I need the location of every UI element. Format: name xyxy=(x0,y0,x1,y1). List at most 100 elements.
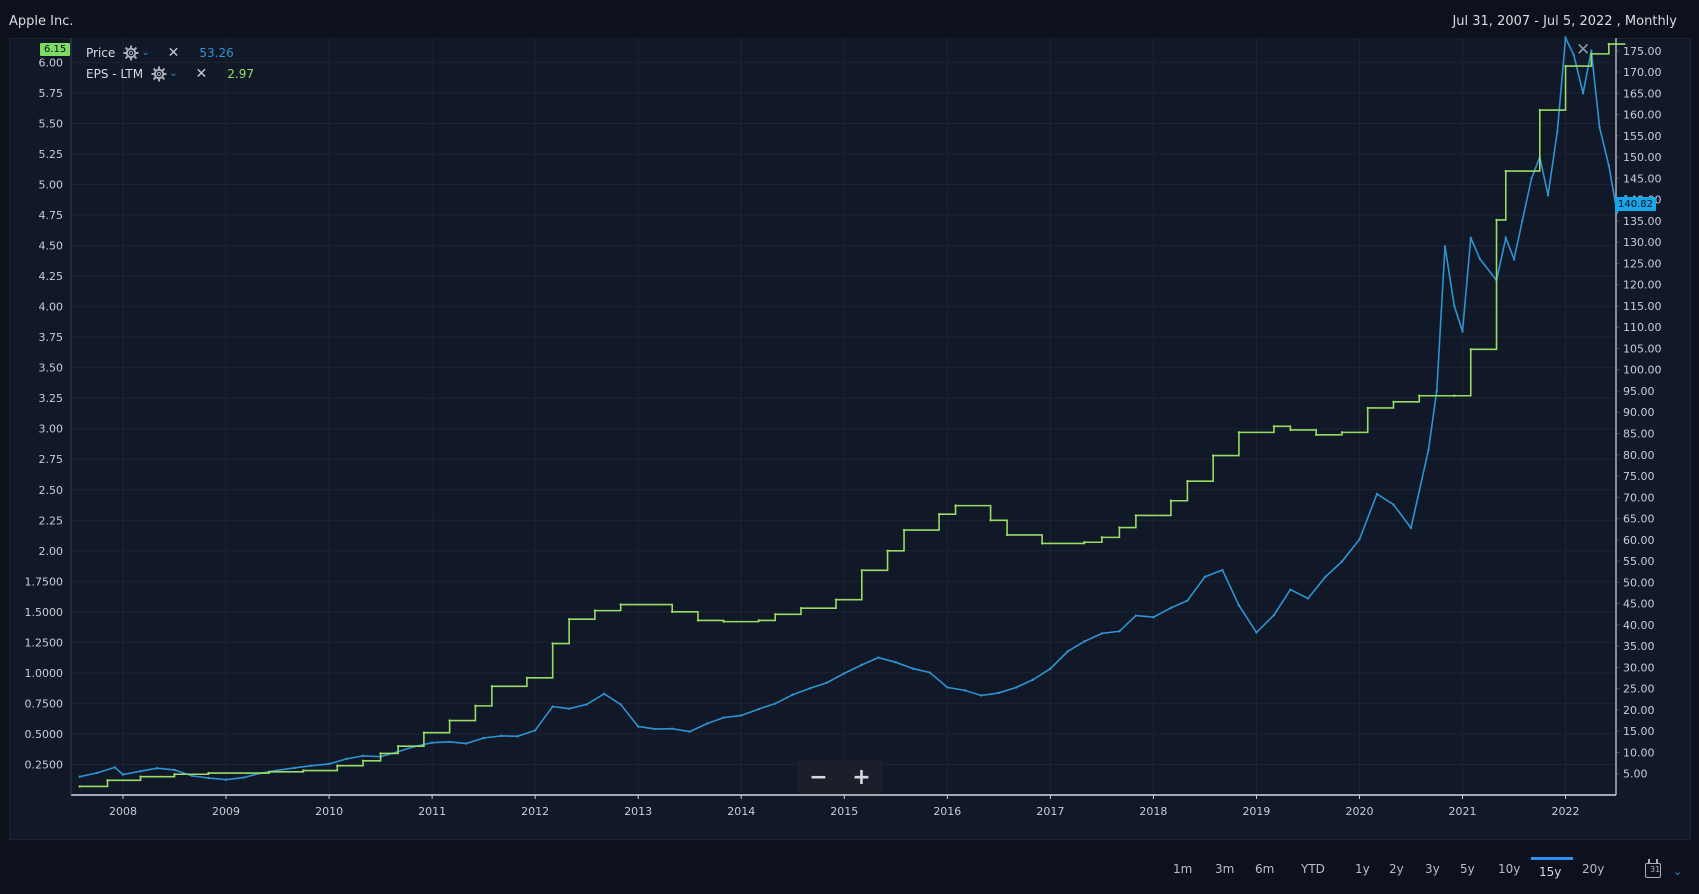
right-axis-tick-label: 25.00 xyxy=(1623,683,1655,696)
left-axis-tick-label: 0.7500 xyxy=(25,697,64,710)
period-6m[interactable]: 6m xyxy=(1255,862,1275,876)
x-axis-tick-label: 2018 xyxy=(1139,805,1167,818)
x-axis-tick-label: 2011 xyxy=(418,805,446,818)
eps-data-point xyxy=(1340,431,1344,434)
period-ytd[interactable]: YTD xyxy=(1301,862,1325,876)
period-1y[interactable]: 1y xyxy=(1355,862,1370,876)
price-data-point xyxy=(585,703,588,706)
eps-data-point xyxy=(207,771,210,775)
right-axis-tick-label: 105.00 xyxy=(1623,342,1662,355)
left-axis-tick-label: 2.25 xyxy=(39,514,64,527)
price-data-point xyxy=(860,663,863,667)
eps-series-label: EPS - LTM xyxy=(86,66,144,81)
company-name: Apple Inc. xyxy=(9,14,74,29)
eps-data-point xyxy=(396,744,400,748)
price-data-point xyxy=(1546,194,1550,197)
chevron-down-icon[interactable]: ⌄ xyxy=(1673,865,1683,878)
price-data-point xyxy=(567,707,571,710)
price-data-point xyxy=(1409,526,1413,530)
chevron-down-icon[interactable]: ⌄ xyxy=(169,68,178,79)
close-icon[interactable]: ✕ xyxy=(195,65,208,82)
right-axis-tick-label: 120.00 xyxy=(1623,279,1662,292)
period-5y[interactable]: 5y xyxy=(1460,862,1475,876)
period-1m[interactable]: 1m xyxy=(1173,862,1193,876)
price-data-point xyxy=(1255,631,1258,634)
chevron-down-icon[interactable]: ⌄ xyxy=(141,47,150,58)
eps-data-point xyxy=(989,519,992,522)
price-data-point xyxy=(78,775,81,778)
price-data-point xyxy=(757,707,760,711)
eps-data-point xyxy=(567,617,571,621)
close-icon[interactable]: ✕ xyxy=(167,44,180,61)
price-data-point xyxy=(791,693,794,696)
price-data-point xyxy=(327,762,331,766)
legend: Price ⌄ ✕ 53.26 EPS - LTM ⌄ ✕ 2.97 xyxy=(86,42,254,84)
eps-data-point xyxy=(474,704,477,708)
right-axis-tick-label: 170.00 xyxy=(1623,66,1662,79)
eps-data-point xyxy=(1315,433,1318,437)
x-axis-tick-label: 2021 xyxy=(1449,805,1477,818)
eps-data-point xyxy=(1469,348,1472,351)
price-data-point xyxy=(1100,632,1104,635)
gear-icon[interactable] xyxy=(151,66,167,82)
right-axis-tick-label: 155.00 xyxy=(1623,130,1662,143)
legend-row-eps: EPS - LTM ⌄ ✕ 2.97 xyxy=(86,63,254,84)
price-value: 53.26 xyxy=(199,45,234,60)
price-data-point xyxy=(1358,538,1361,541)
price-data-point xyxy=(654,727,657,731)
eps-data-point xyxy=(1118,526,1121,529)
left-axis-tick-label: 5.50 xyxy=(39,117,64,130)
period-20y[interactable]: 20y xyxy=(1582,862,1605,876)
price-data-point xyxy=(1607,164,1611,167)
price-data-point xyxy=(843,672,846,675)
price-data-point xyxy=(96,771,99,775)
eps-data-point xyxy=(1418,394,1421,397)
period-15y[interactable]: 15y xyxy=(1539,865,1562,879)
left-axis-tick-label: 5.25 xyxy=(39,148,64,161)
left-axis-tick-label: 3.75 xyxy=(39,331,64,344)
price-data-point xyxy=(499,734,503,738)
right-axis-tick-label: 130.00 xyxy=(1623,236,1662,249)
price-data-point xyxy=(1590,49,1593,52)
right-axis-tick-label: 135.00 xyxy=(1623,215,1662,228)
right-axis-tick-label: 35.00 xyxy=(1623,640,1655,653)
gear-icon[interactable] xyxy=(123,45,139,61)
zoom-out-button[interactable]: − xyxy=(809,764,828,790)
price-data-point xyxy=(740,714,743,717)
eps-data-point xyxy=(379,752,382,755)
chart-header: Apple Inc. Jul 31, 2007 - Jul 5, 2022 , … xyxy=(0,0,1699,38)
period-3m[interactable]: 3m xyxy=(1215,862,1235,876)
eps-data-point xyxy=(551,642,554,645)
x-axis-tick-label: 2017 xyxy=(1036,805,1064,818)
left-axis-tick-label: 2.50 xyxy=(39,484,64,497)
period-10y[interactable]: 10y xyxy=(1498,862,1521,876)
close-icon[interactable]: ✕ xyxy=(1576,40,1591,60)
price-data-point xyxy=(1306,597,1310,600)
calendar-icon[interactable]: 31 xyxy=(1645,859,1661,878)
price-data-point xyxy=(619,703,622,706)
x-axis-tick-label: 2013 xyxy=(624,805,652,818)
right-axis-tick-label: 20.00 xyxy=(1623,704,1655,717)
period-3y[interactable]: 3y xyxy=(1425,862,1440,876)
eps-data-point xyxy=(1100,536,1104,539)
eps-data-point xyxy=(1237,431,1241,434)
eps-data-point xyxy=(1134,514,1138,517)
price-data-point xyxy=(1581,92,1585,95)
zoom-in-button[interactable]: + xyxy=(852,764,871,790)
price-data-point xyxy=(516,735,519,738)
eps-data-point xyxy=(490,685,494,688)
right-axis-tick-label: 115.00 xyxy=(1623,300,1662,313)
price-data-point xyxy=(430,741,434,744)
price-data-point xyxy=(448,740,451,744)
eps-data-point xyxy=(1366,406,1369,410)
right-axis-tick-label: 80.00 xyxy=(1623,449,1655,462)
eps-data-point xyxy=(1289,428,1292,432)
right-axis-tick-label: 50.00 xyxy=(1623,576,1655,589)
eps-data-point xyxy=(1083,541,1086,544)
date-range: Jul 31, 2007 - Jul 5, 2022 , Monthly xyxy=(1452,14,1677,29)
period-2y[interactable]: 2y xyxy=(1389,862,1404,876)
zoom-control: − + xyxy=(797,760,883,794)
price-data-point xyxy=(551,705,554,708)
price-data-point xyxy=(1453,304,1456,308)
